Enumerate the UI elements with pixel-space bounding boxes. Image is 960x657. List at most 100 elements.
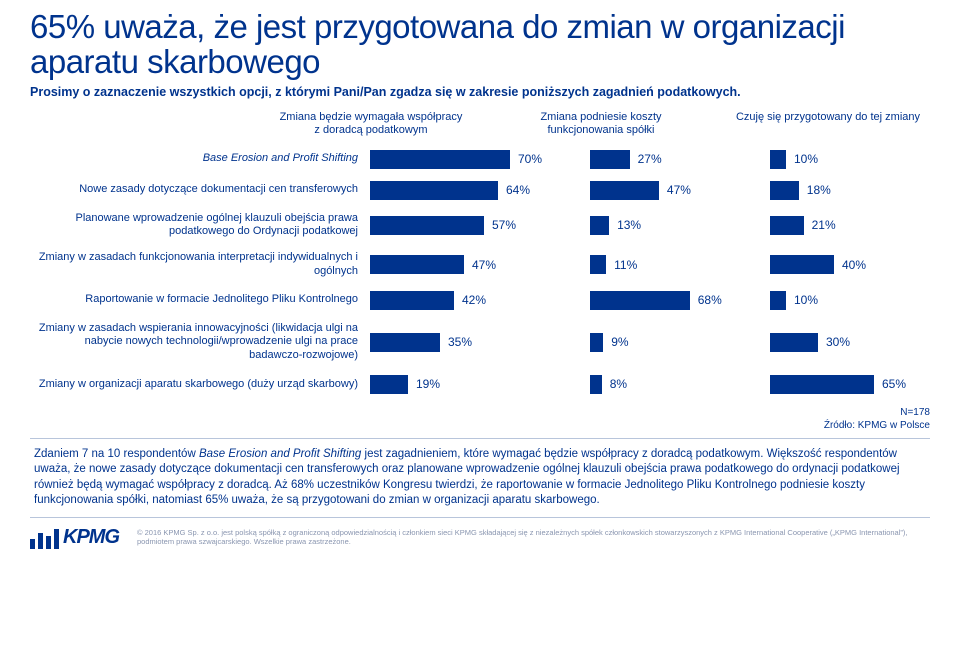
page-footer: KPMG © 2016 KPMG Sp. z o.o. jest polską … xyxy=(30,526,930,549)
legend-col3: Czuję się przygotowany do tej zmiany xyxy=(736,111,920,137)
bar-value: 65% xyxy=(874,377,906,391)
bar-cell: 47% xyxy=(590,181,740,200)
row-label: Raportowanie w formacie Jednolitego Plik… xyxy=(30,293,370,307)
row-label: Base Erosion and Profit Shifting xyxy=(30,152,370,166)
bar-cell: 11% xyxy=(590,255,740,274)
bar-value: 68% xyxy=(690,293,722,307)
row-label: Zmiany w organizacji aparatu skarbowego … xyxy=(30,378,370,392)
bar xyxy=(770,333,818,352)
chart-row: Zmiany w zasadach wspierania innowacyjno… xyxy=(30,322,930,363)
bar-cell: 42% xyxy=(370,291,560,310)
bar-cell: 8% xyxy=(590,375,740,394)
bar xyxy=(370,181,498,200)
bar-value: 21% xyxy=(804,218,836,232)
bar-cell: 70% xyxy=(370,150,560,169)
bar-value: 70% xyxy=(510,152,542,166)
bar-cell: 9% xyxy=(590,333,740,352)
bar-value: 47% xyxy=(659,183,691,197)
bar-value: 35% xyxy=(440,335,472,349)
bar-cell: 30% xyxy=(770,333,930,352)
bar-cell: 10% xyxy=(770,150,930,169)
bar xyxy=(590,333,603,352)
bar-value: 11% xyxy=(606,258,637,272)
bar xyxy=(590,375,602,394)
chart-row: Base Erosion and Profit Shifting 70% 27% 10… xyxy=(30,150,930,169)
bar xyxy=(770,375,874,394)
chart-row: Zmiany w zasadach funkcjonowania interpr… xyxy=(30,251,930,279)
bar-cell: 13% xyxy=(590,216,740,235)
kpmg-logo-bars-icon xyxy=(30,529,59,549)
chart-meta: N=178 Źródło: KPMG w Polsce xyxy=(30,406,930,432)
bar-cell: 64% xyxy=(370,181,560,200)
row-label: Zmiany w zasadach funkcjonowania interpr… xyxy=(30,251,370,279)
bar-cell: 57% xyxy=(370,216,560,235)
bar xyxy=(590,181,659,200)
bar xyxy=(770,216,804,235)
sample-size: N=178 xyxy=(900,407,930,418)
footer-disclaimer: © 2016 KPMG Sp. z o.o. jest polską spółk… xyxy=(137,528,930,546)
bar-value: 13% xyxy=(609,218,641,232)
bar-value: 18% xyxy=(799,183,831,197)
bar-value: 9% xyxy=(603,335,628,349)
bar xyxy=(590,216,609,235)
bar xyxy=(770,181,799,200)
bar-cell: 47% xyxy=(370,255,560,274)
row-bars: 70% 27% 10% xyxy=(370,150,930,169)
bar xyxy=(590,150,630,169)
row-bars: 42% 68% 10% xyxy=(370,291,930,310)
bar xyxy=(370,375,408,394)
commentary-emphasis: Base Erosion and Profit Shifting xyxy=(199,448,361,460)
page-headline: 65% uważa, że jest przygotowana do zmian… xyxy=(30,10,930,79)
bar-value: 10% xyxy=(786,293,818,307)
legend-col1: Zmiana będzie wymagała współpracy z dora… xyxy=(276,111,466,137)
bar-value: 57% xyxy=(484,218,516,232)
bar xyxy=(370,216,484,235)
chart-row: Zmiany w organizacji aparatu skarbowego … xyxy=(30,375,930,394)
kpmg-logo-text: KPMG xyxy=(63,526,119,549)
bar-value: 10% xyxy=(786,152,818,166)
bar xyxy=(770,291,786,310)
bar-cell: 21% xyxy=(770,216,930,235)
bar-value: 64% xyxy=(498,183,530,197)
kpmg-logo: KPMG xyxy=(30,526,119,549)
bar xyxy=(370,255,464,274)
bar xyxy=(770,150,786,169)
bar-value: 30% xyxy=(818,335,850,349)
row-bars: 19% 8% 65% xyxy=(370,375,930,394)
bar-chart: Base Erosion and Profit Shifting 70% 27% 10… xyxy=(30,150,930,394)
chart-row: Planowane wprowadzenie ogólnej klauzuli … xyxy=(30,212,930,240)
bar-value: 40% xyxy=(834,258,866,272)
bar-value: 8% xyxy=(602,377,627,391)
bar-cell: 18% xyxy=(770,181,930,200)
bar xyxy=(770,255,834,274)
page-subhead: Prosimy o zaznaczenie wszystkich opcji, … xyxy=(30,85,930,99)
bar xyxy=(370,150,510,169)
commentary-text: Zdaniem 7 na 10 respondentów Base Erosio… xyxy=(30,438,930,518)
bar-cell: 40% xyxy=(770,255,930,274)
bar-cell: 19% xyxy=(370,375,560,394)
bar-value: 27% xyxy=(630,152,662,166)
chart-row: Nowe zasady dotyczące dokumentacji cen t… xyxy=(30,181,930,200)
bar-cell: 27% xyxy=(590,150,740,169)
row-bars: 57% 13% 21% xyxy=(370,216,930,235)
bar-value: 19% xyxy=(408,377,440,391)
row-label: Planowane wprowadzenie ogólnej klauzuli … xyxy=(30,212,370,240)
bar-cell: 35% xyxy=(370,333,560,352)
bar-value: 42% xyxy=(454,293,486,307)
row-bars: 35% 9% 30% xyxy=(370,333,930,352)
chart-source: Źródło: KPMG w Polsce xyxy=(824,420,930,431)
row-bars: 47% 11% 40% xyxy=(370,255,930,274)
bar xyxy=(370,333,440,352)
bar-cell: 10% xyxy=(770,291,930,310)
bar-cell: 68% xyxy=(590,291,740,310)
bar-cell: 65% xyxy=(770,375,930,394)
bar xyxy=(590,291,690,310)
chart-row: Raportowanie w formacie Jednolitego Plik… xyxy=(30,291,930,310)
row-bars: 64% 47% 18% xyxy=(370,181,930,200)
legend-col2: Zmiana podniesie koszty funkcjonowania s… xyxy=(506,111,696,137)
legend-row: Zmiana będzie wymagała współpracy z dora… xyxy=(30,111,930,137)
bar xyxy=(590,255,606,274)
bar-value: 47% xyxy=(464,258,496,272)
row-label: Nowe zasady dotyczące dokumentacji cen t… xyxy=(30,183,370,197)
row-label: Zmiany w zasadach wspierania innowacyjno… xyxy=(30,322,370,363)
